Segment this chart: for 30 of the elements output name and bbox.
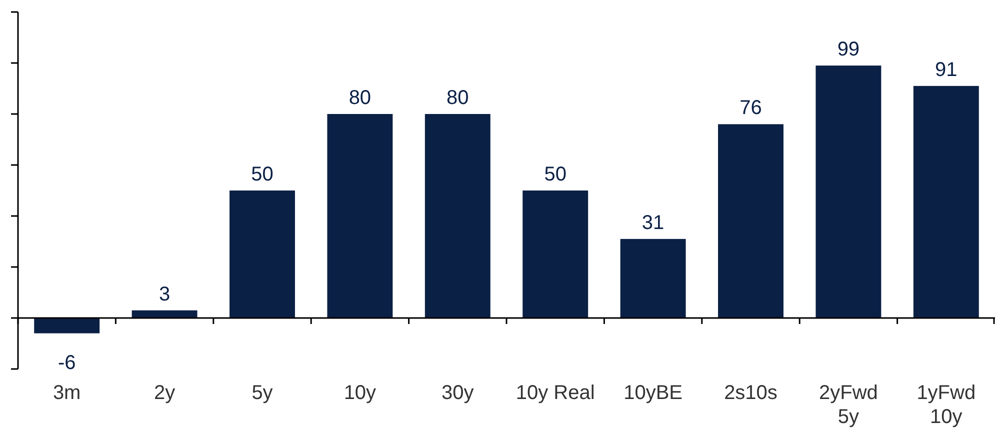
bar <box>424 114 490 318</box>
data-label: 76 <box>740 97 762 120</box>
x-tick-label: 1yFwd 10y <box>916 382 976 428</box>
data-label: 3 <box>158 283 170 306</box>
data-label: 91 <box>935 58 958 81</box>
x-tick-label: 2s10s <box>724 382 778 404</box>
bar <box>816 66 882 318</box>
data-label: 50 <box>251 164 274 186</box>
bar <box>522 190 588 318</box>
bar <box>620 238 686 318</box>
data-label: 50 <box>544 164 566 186</box>
data-label: 99 <box>837 38 860 61</box>
bar <box>718 124 784 318</box>
x-tick-label: 2yFwd 5y <box>818 382 878 428</box>
x-tick-label: 10yBE <box>624 382 683 404</box>
x-tick-label: 2y <box>154 382 176 404</box>
bar <box>230 190 295 318</box>
x-tick-label: 30y <box>442 382 474 404</box>
data-label: 31 <box>642 212 664 234</box>
x-tick-label: 5y <box>252 382 273 404</box>
data-label: -6 <box>58 352 76 374</box>
data-label: 80 <box>446 87 469 109</box>
bar <box>132 310 198 318</box>
bar <box>327 114 393 318</box>
x-tick-label: 3m <box>52 382 81 404</box>
x-tick-label: 10y Real <box>516 382 595 404</box>
x-tick-label: 10y <box>344 382 376 404</box>
data-label: 80 <box>348 87 372 109</box>
bar <box>34 318 100 334</box>
bar <box>913 86 979 318</box>
